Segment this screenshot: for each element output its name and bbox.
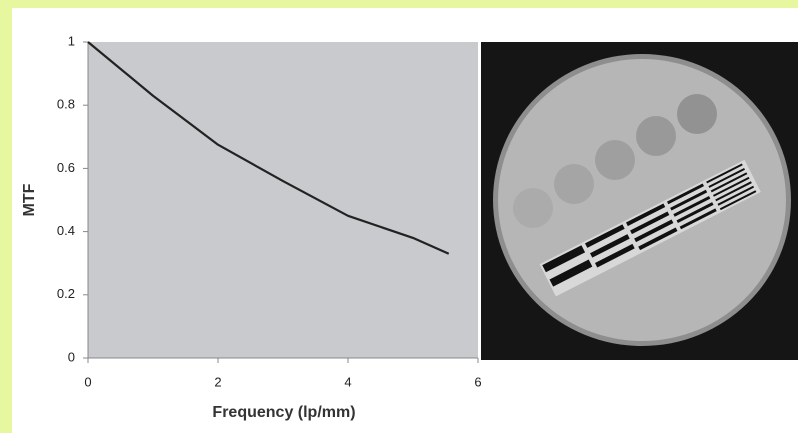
border-left xyxy=(0,0,12,433)
y-tick-label: 0.8 xyxy=(57,97,75,112)
y-tick-label: 0.4 xyxy=(57,223,75,238)
border-top xyxy=(0,0,798,8)
y-axis-title: MTF xyxy=(21,183,38,216)
phantom-image xyxy=(481,42,798,360)
x-tick-label: 6 xyxy=(474,374,481,389)
x-axis-title: Frequency (lp/mm) xyxy=(212,404,355,421)
y-tick-label: 0 xyxy=(68,349,75,364)
y-tick-label: 0.2 xyxy=(57,286,75,301)
y-tick-label: 0.6 xyxy=(57,160,75,175)
contrast-disk xyxy=(677,94,717,134)
figure: Frequency (lp/mm) MTF 0 0.2 0.4 0.6 0.8 1 0 2 4 6 xyxy=(0,0,798,433)
contrast-disk xyxy=(554,164,594,204)
x-tick-label: 4 xyxy=(344,374,351,389)
contrast-disk xyxy=(513,188,553,228)
x-tick-label: 0 xyxy=(84,374,91,389)
contrast-disk xyxy=(636,116,676,156)
x-tick-label: 2 xyxy=(214,374,221,389)
contrast-disk xyxy=(595,140,635,180)
y-tick-label: 1 xyxy=(68,33,75,48)
